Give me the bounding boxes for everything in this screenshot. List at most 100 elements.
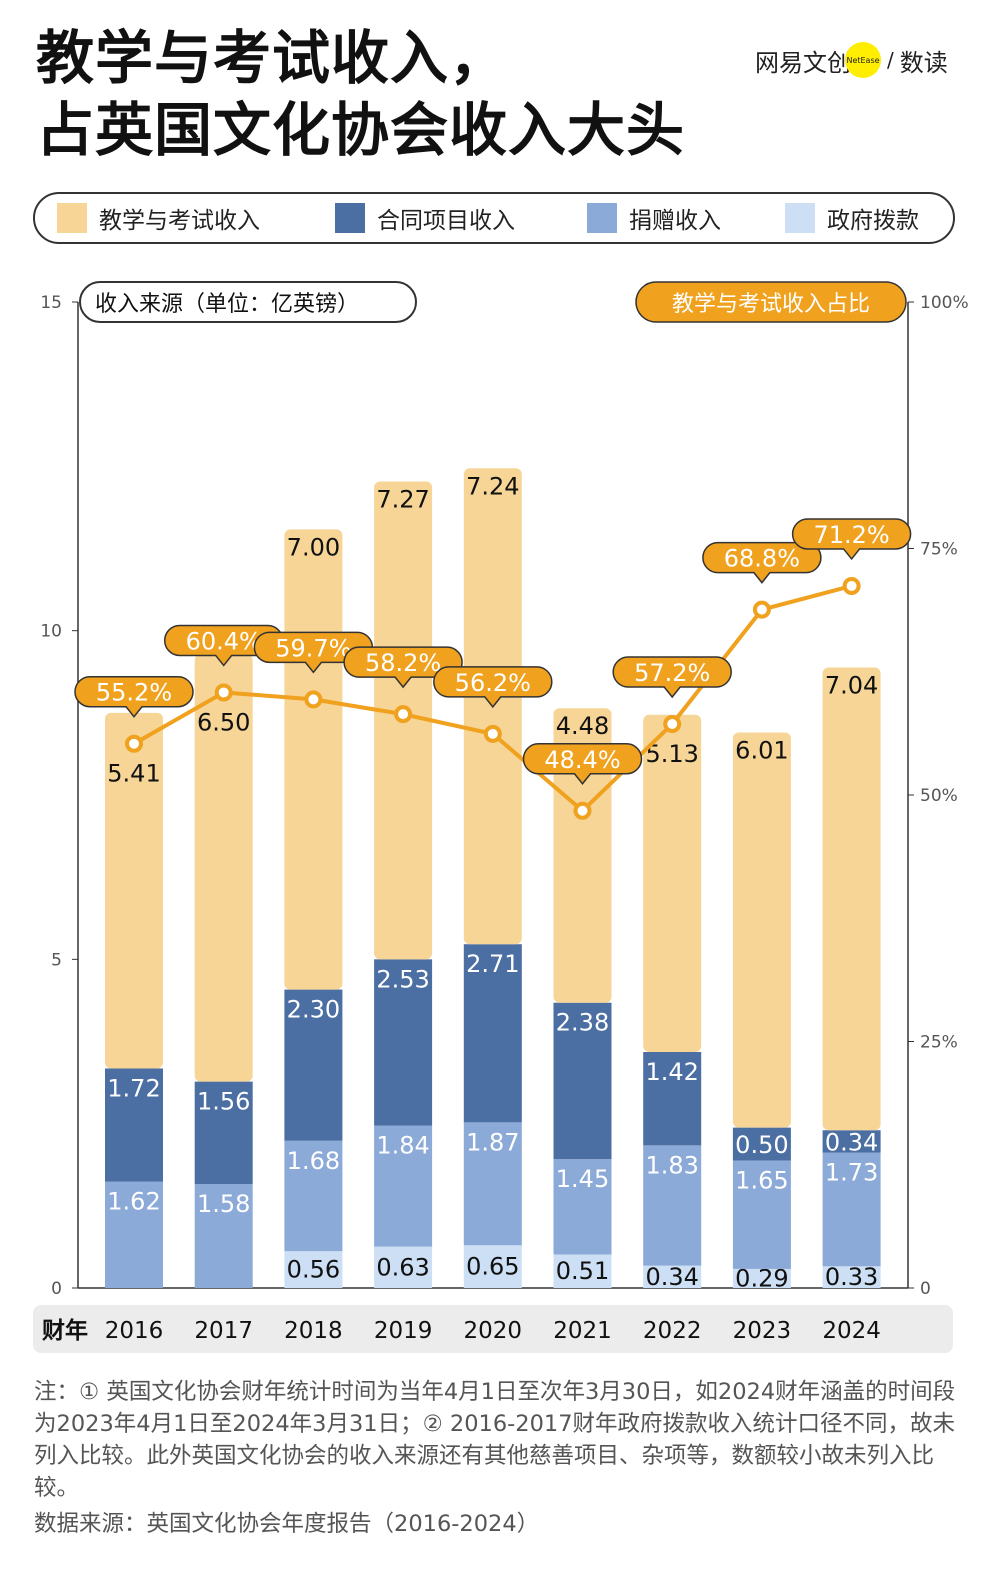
data-label: 0.50 [735,1131,788,1159]
data-label: 1.65 [735,1166,788,1194]
legend-swatch [335,203,365,233]
legend-label: 教学与考试收入 [99,208,260,234]
bar-segment-捐赠收入 [374,1125,433,1247]
legend-item-donation: 捐赠收入 [587,201,721,235]
footnote: 注：① 英国文化协会财年统计时间为当年4月1日至次年3月30日，如2024财年涵… [34,1379,956,1501]
right-tick-label: 75% [920,540,958,560]
legend-swatch [57,203,87,233]
page-title: 教学与考试收入， 占英国文化协会收入大头 [36,22,685,166]
data-label: 1.42 [645,1058,698,1086]
data-label: 1.84 [376,1132,429,1160]
bar-segment-捐赠收入 [643,1145,702,1266]
x-axis-band [33,1305,953,1353]
share-bubble [253,631,374,674]
data-label: 1.83 [645,1151,698,1179]
data-label: 2.30 [287,996,340,1024]
bar-segment-教学与考试收入 [105,712,163,1069]
legend-item-government: 政府拨款 [785,201,919,235]
data-label: 0.56 [287,1256,340,1284]
share-point [483,724,502,743]
left-tick-label: 5 [51,950,62,970]
bar-segment-政府拨款 [463,1245,522,1288]
bar-segment-捐赠收入 [105,1181,163,1288]
bar-segment-教学与考试收入 [732,732,791,1128]
bar-segment-合同项目收入 [732,1127,791,1161]
logo-brand: 网易文创 [755,48,851,77]
right-tick-label: 50% [920,786,958,806]
left-tick-label: 0 [51,1279,62,1299]
bar-segment-捐赠收入 [194,1184,253,1288]
legend-swatch [587,203,617,233]
data-label: 1.87 [466,1128,519,1156]
share-point [573,801,592,820]
bar-segment-捐赠收入 [284,1140,343,1252]
data-label: 2.71 [466,950,519,978]
left-tick-label: 10 [40,622,62,642]
bar-segment-政府拨款 [284,1251,343,1288]
legend-item-contract: 合同项目收入 [335,201,515,235]
bar-segment-政府拨款 [732,1268,791,1288]
share-bubble [74,675,194,718]
data-label: 0.29 [735,1264,788,1292]
bar-segment-教学与考试收入 [643,714,702,1053]
data-label: 1.58 [197,1190,250,1218]
data-label: 7.27 [376,485,429,513]
stacked-bar-chart: 财年 0 5 10 15 0 25% 50% 75% 100% 2016 1.62 1.72 5.41 2… [33,281,969,1353]
legend: 教学与考试收入 合同项目收入 捐赠收入 政府拨款 [33,192,955,244]
data-label: 2.38 [556,1009,609,1037]
bar-segment-捐赠收入 [822,1152,881,1267]
right-axis-label-box [635,281,907,323]
share-label: 55.2% [96,679,172,707]
data-label: 1.72 [107,1074,160,1102]
bar-segment-政府拨款 [553,1254,612,1288]
share-label: 57.2% [634,659,710,687]
data-label: 1.56 [197,1088,250,1116]
bar-segment-教学与考试收入 [822,667,881,1131]
legend-label: 合同项目收入 [377,208,515,234]
bar-segment-合同项目收入 [553,1002,612,1160]
legend-item-teaching: 教学与考试收入 [57,201,260,235]
share-point [125,734,143,753]
data-label: 7.00 [287,533,340,561]
x-tick-label: 2017 [194,1318,253,1344]
share-point [842,576,861,595]
data-label: 6.50 [197,708,250,736]
bar-segment-政府拨款 [822,1266,881,1288]
share-point [304,690,323,709]
left-axis-label: 收入来源（单位：亿英镑） [95,292,359,317]
bar-segment-教学与考试收入 [194,654,253,1082]
x-tick-label: 2019 [374,1318,433,1344]
x-tick-label: 2022 [643,1318,702,1344]
share-bubble [433,666,553,709]
bar-segment-教学与考试收入 [284,529,343,990]
share-label: 58.2% [365,649,441,677]
x-tick-label: 2020 [464,1318,523,1344]
share-label: 56.2% [455,669,531,697]
data-label: 0.65 [466,1253,519,1281]
data-label: 0.34 [825,1128,878,1156]
data-label: 0.51 [556,1257,609,1285]
logo-sep: / [887,48,894,72]
data-label: 7.24 [466,472,519,500]
logo: 网易文创 NetEase / 数读 [755,40,948,80]
data-source: 数据来源：英国文化协会年度报告（2016-2024） [34,1511,540,1537]
share-label: 60.4% [186,627,262,655]
bar-segment-政府拨款 [643,1265,702,1288]
share-bubble [612,656,732,699]
share-bubble [522,743,643,785]
share-label: 59.7% [275,634,351,662]
data-label: 7.04 [825,671,878,699]
data-label: 1.45 [556,1165,609,1193]
data-label: 0.33 [825,1263,878,1291]
bar-segment-捐赠收入 [463,1122,522,1246]
share-bubble [343,646,463,689]
bar-segment-合同项目收入 [463,944,522,1123]
data-label: 5.13 [645,740,698,768]
left-tick-label: 15 [40,293,62,313]
share-point [663,715,682,734]
legend-label: 政府拨款 [827,208,919,234]
share-label: 68.8% [724,545,800,573]
bar-segment-合同项目收入 [643,1052,702,1146]
share-label: 71.2% [813,521,889,549]
